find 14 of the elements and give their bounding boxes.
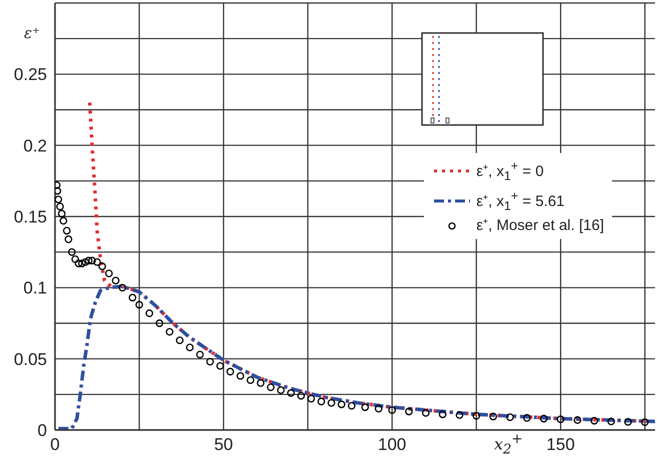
y-tick-label: 0.1	[23, 278, 47, 298]
y-tick-label: 0.25	[14, 65, 47, 84]
legend-label: ε⁺, x$_{1}$$^{+}$ = 5.61	[476, 188, 565, 215]
y-axis-title: ε⁺	[24, 24, 40, 42]
x-tick-label: 50	[214, 435, 233, 454]
y-tick-label: 0.2	[23, 136, 47, 156]
y-tick-label: 0.15	[14, 208, 47, 227]
x-tick-label: 0	[50, 435, 60, 454]
x-tick-label: 100	[378, 435, 406, 454]
y-tick-label: 0.05	[14, 350, 47, 369]
y-tick-label: 0	[38, 421, 47, 440]
legend-label: ε⁺, Moser et al. [16]	[476, 216, 604, 236]
x-tick-label: 150	[546, 435, 575, 454]
legend-label: ε⁺, x$_{1}$$^{+}$ = 0	[476, 158, 544, 185]
